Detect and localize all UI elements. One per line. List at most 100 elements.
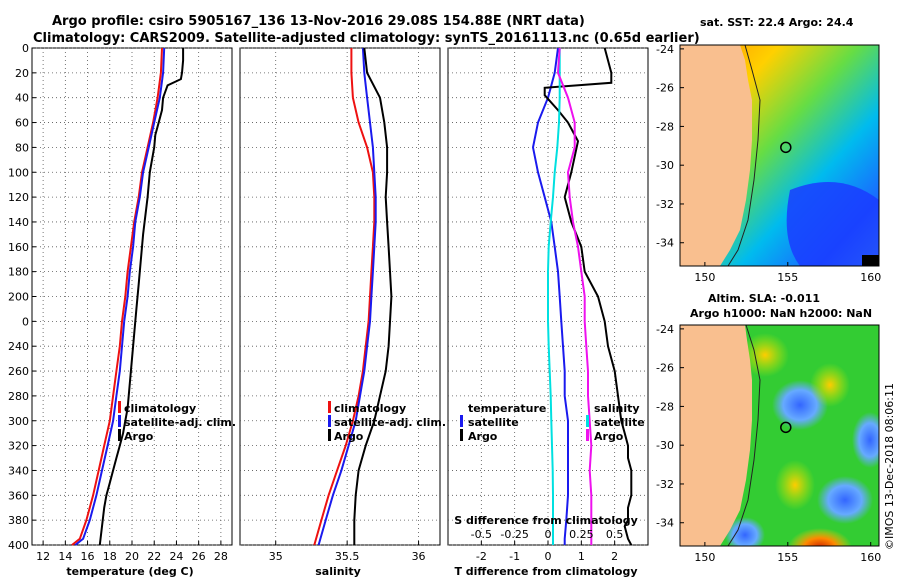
map-y-tick-label: -30 bbox=[656, 439, 674, 452]
map-y-tick-label: -30 bbox=[656, 159, 674, 172]
sla-low-3 bbox=[725, 517, 765, 546]
float-position-marker bbox=[780, 421, 792, 434]
difference-legend: temperature satellite Argo salinity sate… bbox=[460, 402, 645, 443]
map-y-tick-label: -34 bbox=[656, 517, 674, 530]
series-line-climatology bbox=[71, 47, 163, 546]
series-line-climatology bbox=[313, 48, 376, 546]
y-tick-label: 120 bbox=[8, 191, 29, 204]
series-line-satellite-adj-clim- bbox=[74, 47, 166, 546]
map-y-tick-label: -32 bbox=[656, 478, 674, 491]
y-tick-label: 80 bbox=[15, 141, 29, 154]
sst-map bbox=[680, 45, 879, 266]
temperature-legend: climatology satellite-adj. clim. Argo bbox=[118, 401, 236, 443]
legend-climatology: climatology bbox=[334, 402, 406, 415]
legend-temperature-title: temperature bbox=[468, 402, 546, 415]
legend-climatology: climatology bbox=[124, 402, 196, 415]
map-x-tick-label: 160 bbox=[860, 271, 881, 284]
coastline-contour bbox=[727, 45, 761, 266]
legend-argo: Argo bbox=[124, 430, 154, 443]
y-tick-label: 260 bbox=[8, 365, 29, 378]
y-tick-label: 0 bbox=[22, 315, 29, 328]
legend-swatch-climatology bbox=[328, 401, 331, 413]
x-tick-label: 1 bbox=[578, 550, 585, 563]
y-tick-label: 300 bbox=[8, 415, 29, 428]
sla-high-3 bbox=[775, 460, 815, 510]
x-tick-label: -2 bbox=[476, 550, 487, 563]
y-tick-label: 180 bbox=[8, 266, 29, 279]
series-line-argo bbox=[353, 47, 393, 545]
x-tick-label: 0 bbox=[545, 550, 552, 563]
sla-map bbox=[680, 325, 879, 546]
y-tick-label: 20 bbox=[15, 67, 29, 80]
s-tick-label: 0.5 bbox=[606, 528, 624, 541]
legend-swatch-t-argo bbox=[460, 429, 463, 441]
x-tick-label: 35 bbox=[269, 550, 283, 563]
legend-satellite-adj: satellite-adj. clim. bbox=[334, 416, 446, 429]
s-difference-label: S difference from climatology bbox=[454, 514, 638, 527]
temperature-xlabel: temperature (deg C) bbox=[66, 565, 193, 578]
sst-map-title: sat. SST: 22.4 Argo: 24.4 bbox=[700, 16, 854, 29]
x-tick-label: 22 bbox=[147, 550, 161, 563]
map-y-tick-label: -34 bbox=[656, 237, 674, 250]
land-australia bbox=[680, 45, 752, 266]
legend-swatch-satellite-adj bbox=[328, 415, 331, 427]
x-axes: 12 14 16 18 20 22 24 26 28 35 35.5 36 -2 -1 0 1 2 bbox=[36, 541, 618, 563]
y-tick-label: 200 bbox=[8, 291, 29, 304]
map-y-tick-label: -26 bbox=[656, 82, 674, 95]
map-y-tick-label: -32 bbox=[656, 198, 674, 211]
sst-map-ticks: 150 155 160 -24 -26 -28 -30 -32 -34 bbox=[656, 43, 881, 284]
s-tick-label: 0.25 bbox=[569, 528, 594, 541]
sla-high-1 bbox=[741, 333, 789, 377]
sla-map-title: Altim. SLA: -0.011 bbox=[708, 292, 820, 305]
float-position-marker bbox=[780, 141, 792, 154]
legend-t-satellite: satellite bbox=[468, 416, 519, 429]
y-tick-label: 360 bbox=[8, 489, 29, 502]
x-tick-label: 14 bbox=[58, 550, 72, 563]
difference-xlabel: T difference from climatology bbox=[454, 565, 637, 578]
land-australia bbox=[680, 325, 752, 546]
y-tick-label: 340 bbox=[8, 464, 29, 477]
legend-s-argo: Argo bbox=[594, 430, 624, 443]
legend-swatch-climatology bbox=[118, 401, 121, 413]
series-line-argo bbox=[98, 48, 185, 546]
coastline-contour bbox=[727, 325, 761, 546]
sla-map-subtitle: Argo h1000: NaN h2000: NaN bbox=[690, 307, 872, 320]
s-tick-label: -0.25 bbox=[500, 528, 528, 541]
x-tick-label: 28 bbox=[214, 550, 228, 563]
series-line-t-satellite bbox=[531, 47, 569, 545]
map-x-tick-label: 155 bbox=[777, 271, 798, 284]
x-tick-label: 16 bbox=[81, 550, 95, 563]
y-tick-label: 320 bbox=[8, 440, 29, 453]
sla-low-2 bbox=[817, 476, 873, 524]
sla-map-frame bbox=[679, 324, 880, 547]
sla-high-2 bbox=[810, 363, 850, 407]
legend-t-argo: Argo bbox=[468, 430, 498, 443]
x-tick-label: 35.5 bbox=[335, 550, 360, 563]
y-tick-label: 160 bbox=[8, 241, 29, 254]
sst-cold-pool bbox=[786, 182, 879, 266]
y-tick-label: 280 bbox=[8, 390, 29, 403]
y-tick-label: 240 bbox=[8, 340, 29, 353]
y-tick-label: 40 bbox=[15, 92, 29, 105]
title-line1: Argo profile: csiro 5905167_136 13-Nov-2… bbox=[52, 14, 585, 29]
legend-swatch-satellite-adj bbox=[118, 415, 121, 427]
x-tick-label: 20 bbox=[125, 550, 139, 563]
series-line-s-argo bbox=[556, 47, 593, 545]
x-tick-label: 2 bbox=[611, 550, 618, 563]
y-tick-label: 380 bbox=[8, 514, 29, 527]
map-x-tick-label: 150 bbox=[694, 271, 715, 284]
legend-s-satellite: satellite bbox=[594, 416, 645, 429]
profile-lines bbox=[71, 47, 633, 546]
salinity-xlabel: salinity bbox=[315, 565, 361, 578]
y-tick-label: 100 bbox=[8, 166, 29, 179]
series-line-s-satellite bbox=[547, 48, 561, 545]
map-y-tick-label: -26 bbox=[656, 362, 674, 375]
legend-salinity-title: salinity bbox=[594, 402, 640, 415]
y-tick-label: 0 bbox=[22, 42, 29, 55]
salinity-legend: climatology satellite-adj. clim. Argo bbox=[328, 401, 446, 443]
s-difference-ticks: -0.5 -0.25 0 0.25 0.5 bbox=[471, 528, 624, 541]
s-tick-label: 0 bbox=[545, 528, 552, 541]
map-y-tick-label: -24 bbox=[656, 323, 674, 336]
x-tick-label: 24 bbox=[169, 550, 183, 563]
